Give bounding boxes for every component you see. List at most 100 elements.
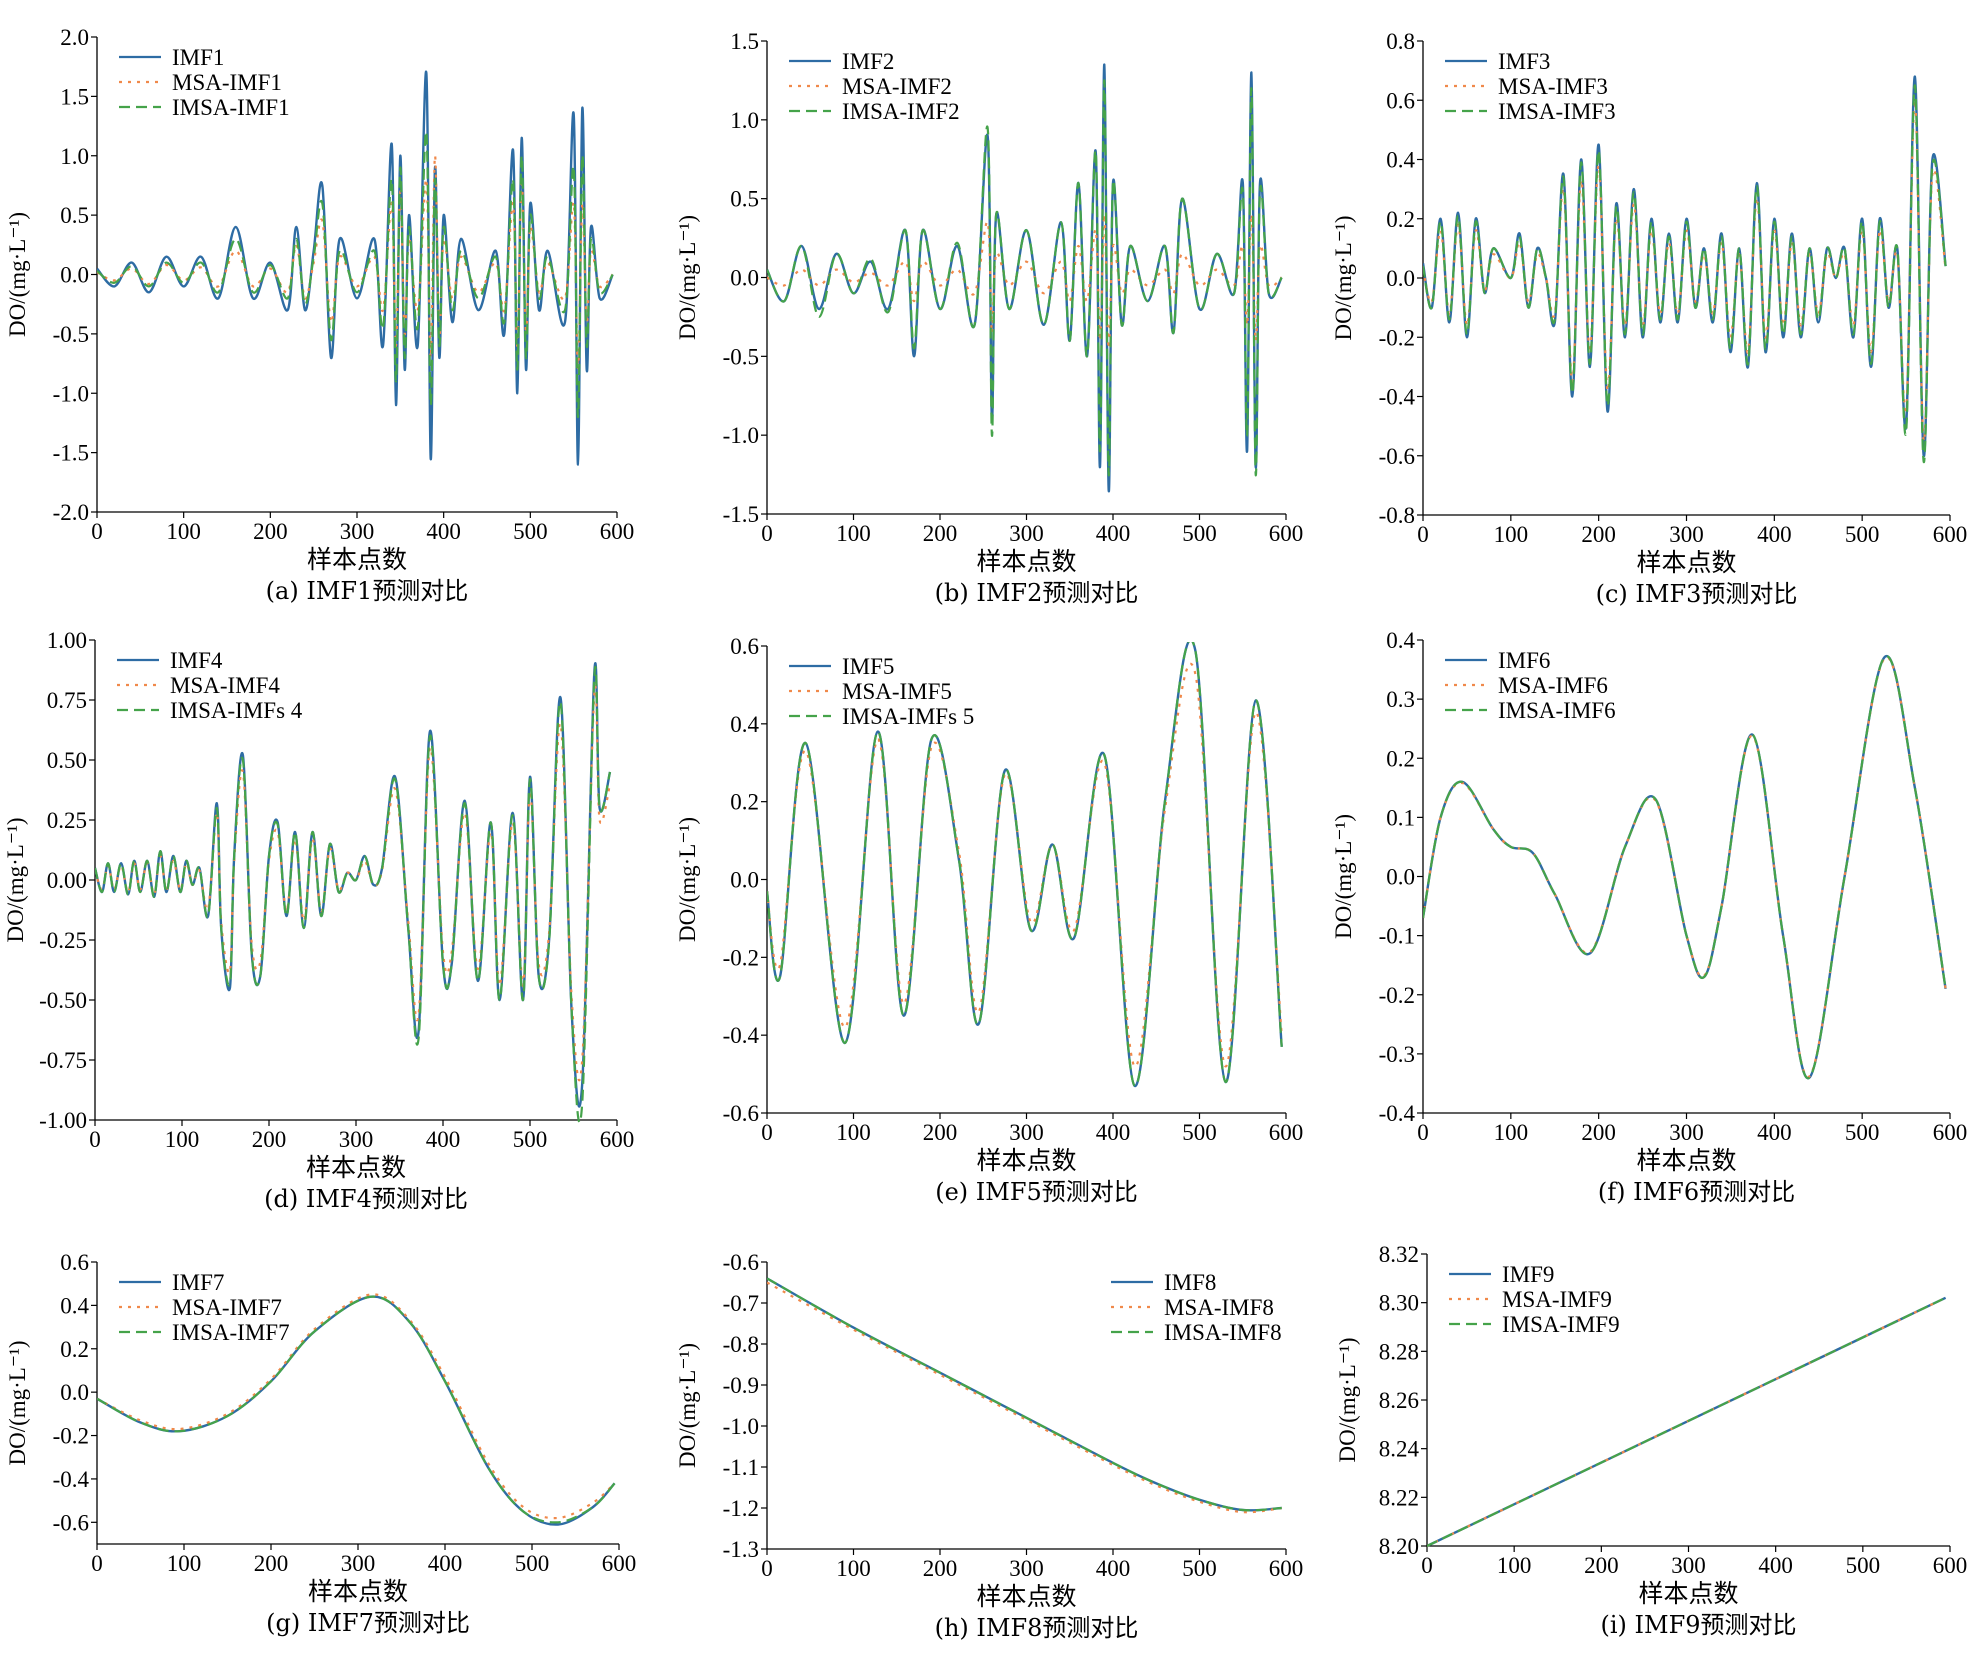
legend-label: IMF1 — [172, 45, 224, 70]
x-tick-label: 300 — [1009, 1120, 1044, 1145]
x-tick-label: 400 — [1758, 1553, 1793, 1578]
y-tick-label: -1.0 — [723, 423, 759, 448]
x-axis-label: 样本点数 — [976, 1146, 1076, 1175]
y-tick-label: 1.5 — [60, 84, 89, 109]
x-tick-label: 100 — [165, 1127, 200, 1152]
y-tick-label: -1.0 — [53, 381, 89, 406]
x-tick-label: 0 — [761, 1556, 773, 1581]
x-tick-label: 100 — [1494, 522, 1529, 547]
y-tick-label: 0.4 — [60, 1293, 89, 1318]
y-tick-label: -0.1 — [1379, 924, 1415, 949]
x-tick-label: 600 — [1933, 1120, 1968, 1145]
y-tick-label: 0.0 — [1386, 266, 1415, 291]
x-tick-label: 0 — [91, 1551, 103, 1576]
x-tick-label: 400 — [426, 519, 461, 544]
x-tick-label: 100 — [836, 1120, 871, 1145]
legend-label: IMSA-IMF2 — [842, 99, 960, 124]
y-tick-label: -0.5 — [723, 344, 759, 369]
x-tick-label: 600 — [1269, 521, 1304, 546]
series-line-msa — [1423, 99, 1947, 443]
series-line-imsa — [1423, 84, 1947, 463]
legend-label: MSA-IMF2 — [842, 74, 952, 99]
x-tick-label: 300 — [1669, 522, 1704, 547]
y-tick-label: -1.00 — [39, 1108, 87, 1133]
y-tick-label: 8.20 — [1379, 1534, 1419, 1559]
y-tick-label: 0.3 — [1386, 687, 1415, 712]
x-tick-label: 500 — [1182, 1120, 1217, 1145]
x-tick-label: 300 — [339, 1127, 374, 1152]
y-tick-label: -0.4 — [1379, 385, 1416, 410]
y-axis-label: DO/(mg·L⁻¹) — [675, 215, 700, 340]
x-tick-label: 600 — [600, 1127, 635, 1152]
legend-label: MSA-IMF7 — [172, 1295, 282, 1320]
subplot-caption: (i) IMF9预测对比 — [1600, 1611, 1796, 1639]
y-tick-label: -0.50 — [39, 988, 87, 1013]
legend-label: MSA-IMF6 — [1498, 673, 1608, 698]
x-tick-label: 200 — [254, 1551, 289, 1576]
y-tick-label: 1.0 — [60, 144, 89, 169]
y-axis-label: DO/(mg·L⁻¹) — [5, 1340, 30, 1465]
y-tick-label: 0.0 — [730, 266, 759, 291]
x-tick-label: 600 — [1933, 1553, 1968, 1578]
y-tick-label: 0.0 — [1386, 865, 1415, 890]
x-tick-label: 0 — [1421, 1553, 1433, 1578]
legend-label: IMSA-IMF1 — [172, 95, 290, 120]
x-tick-label: 500 — [1182, 1556, 1217, 1581]
x-axis-label: 样本点数 — [1636, 548, 1736, 577]
y-tick-label: 0.4 — [730, 712, 759, 737]
y-tick-label: 0.50 — [47, 748, 87, 773]
x-tick-label: 200 — [1584, 1553, 1619, 1578]
y-tick-label: -1.5 — [53, 441, 89, 466]
y-tick-label: -0.6 — [53, 1510, 89, 1535]
series-line-original — [97, 70, 614, 466]
y-tick-label: -0.2 — [53, 1424, 89, 1449]
subplot-8: 0 100 200 300 400 500 600 -1.3 -1.2 -1.1 -1.0 -0.9 -… — [675, 1250, 1303, 1642]
legend-label: MSA-IMF3 — [1498, 74, 1608, 99]
x-axis-label: 样本点数 — [976, 547, 1076, 576]
legend-label: MSA-IMF5 — [842, 679, 952, 704]
y-tick-label: 0.5 — [730, 187, 759, 212]
x-tick-label: 600 — [1269, 1120, 1304, 1145]
y-tick-label: -0.8 — [723, 1332, 759, 1357]
y-tick-label: -0.6 — [723, 1101, 759, 1126]
series-line-msa — [767, 662, 1283, 1068]
subplot-caption: (d) IMF4预测对比 — [264, 1185, 468, 1213]
series-line-imsa — [97, 1295, 616, 1524]
x-tick-label: 100 — [836, 1556, 871, 1581]
y-tick-label: 1.0 — [730, 108, 759, 133]
subplot-caption: (f) IMF6预测对比 — [1598, 1178, 1795, 1206]
x-tick-label: 600 — [1933, 522, 1968, 547]
y-tick-label: 0.5 — [60, 203, 89, 228]
y-tick-label: -1.3 — [723, 1537, 759, 1562]
y-tick-label: -0.9 — [723, 1373, 759, 1398]
series-line-imsa — [1427, 1296, 1947, 1547]
y-tick-label: 0.1 — [1386, 805, 1415, 830]
y-tick-label: 0.4 — [1386, 628, 1415, 653]
y-tick-label: 8.22 — [1379, 1485, 1419, 1510]
y-tick-label: -1.1 — [723, 1455, 759, 1480]
y-tick-label: 8.24 — [1379, 1437, 1420, 1462]
y-axis-label: DO/(mg·L⁻¹) — [1331, 814, 1356, 939]
x-tick-label: 300 — [341, 1551, 376, 1576]
subplot-9: 0 100 200 300 400 500 600 8.20 8.22 8.24 8.26 8.28 8… — [1335, 1242, 1967, 1639]
y-tick-label: 1.00 — [47, 628, 87, 653]
series-line-imsa — [767, 1277, 1282, 1512]
y-tick-label: -0.8 — [1379, 503, 1415, 528]
y-tick-label: -1.0 — [723, 1414, 759, 1439]
y-tick-label: -0.6 — [1379, 444, 1415, 469]
subplot-1: 0 100 200 300 400 500 600 -2.0 -1.5 -1.0 -0.5 0.0 0.… — [5, 25, 634, 605]
y-tick-label: -0.4 — [1379, 1101, 1416, 1126]
y-tick-label: -0.75 — [39, 1048, 87, 1073]
y-tick-label: 0.25 — [47, 808, 87, 833]
y-tick-label: 0.75 — [47, 688, 87, 713]
subplot-2: 0 100 200 300 400 500 600 -1.5 -1.0 -0.5 0.0 0.5 1.0… — [675, 29, 1303, 607]
legend-label: IMSA-IMF8 — [1164, 1320, 1282, 1345]
y-tick-label: -1.2 — [723, 1496, 759, 1521]
series-line-original — [767, 63, 1283, 493]
y-tick-label: 0.2 — [730, 790, 759, 815]
x-tick-label: 600 — [602, 1551, 637, 1576]
y-tick-label: 0.0 — [60, 263, 89, 288]
subplot-6: 0 100 200 300 400 500 600 -0.4 -0.3 -0.2 -0.1 0.0 0.… — [1331, 628, 1967, 1206]
x-tick-label: 600 — [1269, 1556, 1304, 1581]
